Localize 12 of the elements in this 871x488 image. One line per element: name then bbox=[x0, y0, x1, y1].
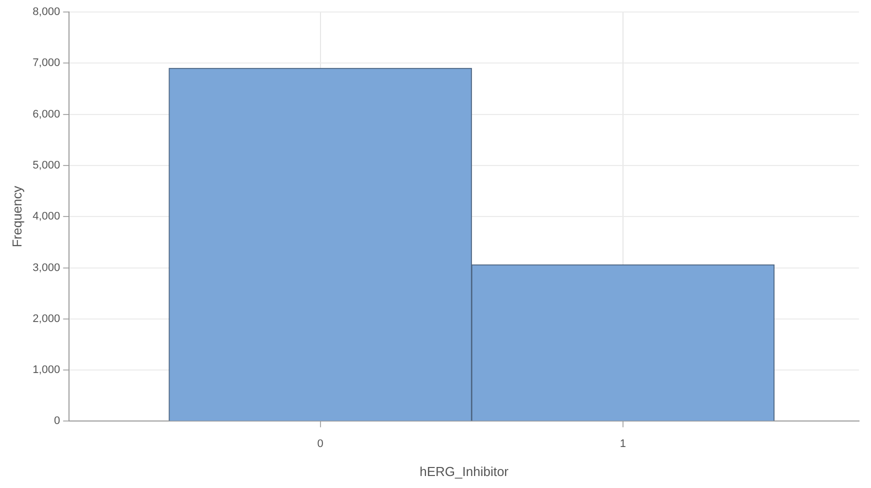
y-tick-label: 6,000 bbox=[32, 108, 60, 120]
y-tick-label: 2,000 bbox=[32, 312, 60, 325]
y-tick-label: 4,000 bbox=[32, 210, 60, 223]
y-tick-label: 0 bbox=[54, 415, 60, 428]
x-tick-label: 1 bbox=[620, 438, 626, 450]
y-tick-label: 5,000 bbox=[32, 159, 60, 172]
x-axis-title: hERG_Inhibitor bbox=[420, 464, 510, 479]
y-axis-title: Frequency bbox=[9, 185, 24, 248]
y-tick-label: 1,000 bbox=[32, 364, 60, 376]
y-tick-label: 3,000 bbox=[32, 262, 60, 274]
y-tick-label: 7,000 bbox=[32, 57, 60, 70]
y-tick-label: 8,000 bbox=[32, 6, 60, 18]
